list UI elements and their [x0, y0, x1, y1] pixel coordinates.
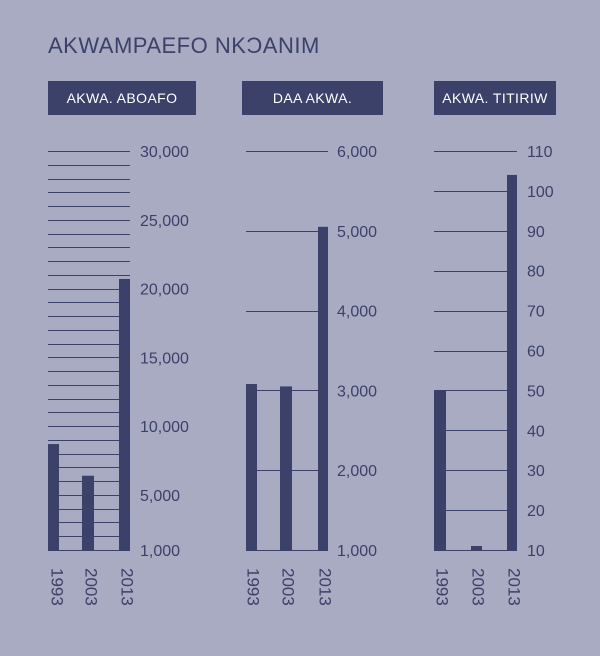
y-tick-label: 30 — [527, 463, 545, 480]
y-tick-label: 5,000 — [140, 488, 180, 505]
panel-title-daa-akwa: DAA AKWA. — [242, 81, 383, 115]
bar-2003 — [471, 546, 482, 550]
y-tick-label: 50 — [527, 383, 545, 400]
y-tick-label: 60 — [527, 344, 545, 361]
y-tick-label: 20,000 — [140, 282, 189, 299]
y-tick-label: 4,000 — [337, 304, 377, 321]
y-tick-label: 40 — [527, 423, 545, 440]
y-tick-label: 3,000 — [337, 383, 377, 400]
y-tick-label: 1,000 — [337, 543, 377, 560]
bar-2013 — [119, 278, 130, 550]
y-tick-label: 15,000 — [140, 350, 189, 367]
bar-1993 — [434, 390, 446, 550]
y-tick-label: 1,000 — [140, 543, 180, 560]
bar-1993 — [48, 444, 59, 550]
page-title: AKWAMPAEFO NKƆANIM — [48, 33, 320, 58]
y-tick-label: 2,000 — [337, 463, 377, 480]
y-tick-label: 90 — [527, 224, 545, 241]
x-tick-label: 2013 — [118, 568, 137, 606]
bar-2003 — [280, 386, 292, 550]
x-tick-label: 2013 — [505, 568, 524, 606]
x-tick-label: 2003 — [279, 568, 298, 606]
bar-2013 — [507, 174, 517, 550]
bar-2013 — [318, 226, 328, 550]
y-tick-label: 5,000 — [337, 224, 377, 241]
x-tick-label: 2003 — [82, 568, 101, 606]
y-tick-label: 30,000 — [140, 144, 189, 161]
y-tick-label: 110 — [527, 144, 553, 161]
x-tick-label: 2003 — [469, 568, 488, 606]
bar-2003 — [82, 475, 94, 550]
y-tick-label: 10 — [527, 543, 545, 560]
y-tick-label: 10,000 — [140, 419, 189, 436]
y-tick-label: 70 — [527, 304, 545, 321]
x-tick-label: 1993 — [433, 568, 452, 606]
y-tick-label: 6,000 — [337, 144, 377, 161]
bar-1993 — [246, 384, 257, 550]
panel-title-aboafo: AKWA. ABOAFO — [48, 81, 196, 115]
panel-title-titiriw: AKWA. TITIRIW — [434, 81, 556, 115]
y-tick-label: 80 — [527, 264, 545, 281]
x-tick-label: 1993 — [244, 568, 263, 606]
y-tick-label: 100 — [527, 184, 554, 201]
y-tick-label: 25,000 — [140, 213, 189, 230]
y-tick-label: 20 — [527, 503, 545, 520]
x-tick-label: 1993 — [48, 568, 67, 606]
x-tick-label: 2013 — [316, 568, 335, 606]
